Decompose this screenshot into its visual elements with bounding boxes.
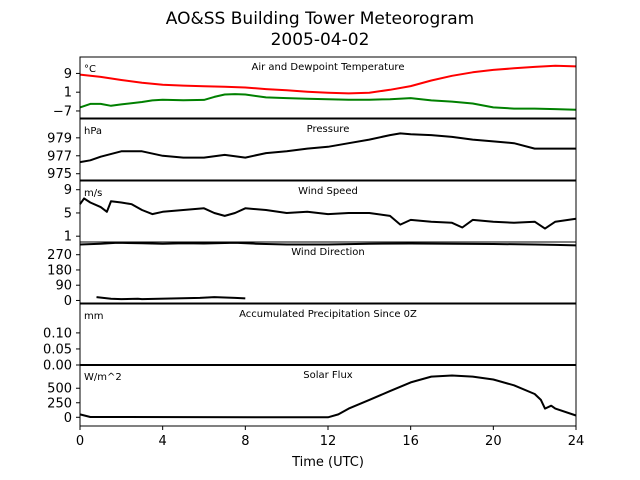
series-line-2 [96,296,246,301]
panel-unit: °C [84,64,96,75]
panel-unit: m/s [84,188,102,199]
y-tick-label: 1 [64,230,72,245]
chart-subtitle: 2005-04-02 [271,30,370,50]
panel-title: Wind Direction [291,247,365,258]
panel-5: 0.100.05 0.00 Accumulated Precipitation Si… [43,303,577,374]
panel-title: Air and Dewpoint Temperature [252,62,405,73]
series-line-1 [79,241,577,247]
y-tick-label: 975 [47,167,72,182]
y-tick-label: 1 [64,86,72,101]
x-tick-label: 0 [76,434,84,449]
y-tick-label: 250 [47,396,72,411]
series-line-1 [79,374,577,419]
panel-unit: mm [84,311,103,322]
panel-unit: hPa [84,126,102,137]
y-tick-label: 9 [64,183,72,198]
series-line-1 [79,64,577,95]
y-tick-label: 0.00 [43,359,72,374]
panel-frame [79,56,577,119]
x-tick-label: 20 [485,434,502,449]
x-tick-label: 16 [402,434,419,449]
y-tick-label: 270 [47,248,72,263]
x-axis: 0 4 8 12 16 20 24 [76,426,584,449]
series-line-1 [79,197,577,230]
y-tick-label: −7 [53,104,72,119]
y-tick-label: 0.05 [43,342,72,357]
panel-unit: W/m^2 [84,372,122,383]
x-tick-label: 8 [241,434,249,449]
chart-panels: 9 1 −7 Air and Dewpoint Temperature °C 979 977… [43,56,577,427]
panel-2: 979 977 975 Pressure hPa [47,118,577,182]
panel-title: Accumulated Precipitation Since 0Z [239,309,417,320]
y-tick-label: 979 [47,131,72,146]
x-tick-label: 24 [568,434,585,449]
panel-title: Pressure [307,124,350,135]
series-line-1 [79,132,576,164]
y-tick-label: 500 [47,382,72,397]
x-axis-label: Time (UTC) [291,455,364,470]
y-tick-label: 180 [47,263,72,278]
y-tick-label: 977 [47,149,72,164]
panel-frame [79,241,577,304]
panel-title: Solar Flux [303,370,353,381]
y-tick-label: 0.10 [43,326,72,341]
y-tick-label: 0 [64,411,72,426]
panel-title: Wind Speed [298,186,358,197]
x-tick-label: 4 [159,434,167,449]
y-tick-label: 5 [64,206,72,221]
series-line-2 [79,93,577,111]
y-tick-label: 0 [64,294,72,309]
chart-title: AO&SS Building Tower Meteorogram [166,9,474,29]
panel-3: 9 5 1 Wind Speed m/s [64,180,577,245]
y-tick-label: 90 [55,279,72,294]
panel-frame [79,118,577,181]
y-tick-label: 9 [64,67,72,82]
x-tick-label: 12 [320,434,337,449]
panel-1: 9 1 −7 Air and Dewpoint Temperature °C [53,56,577,119]
